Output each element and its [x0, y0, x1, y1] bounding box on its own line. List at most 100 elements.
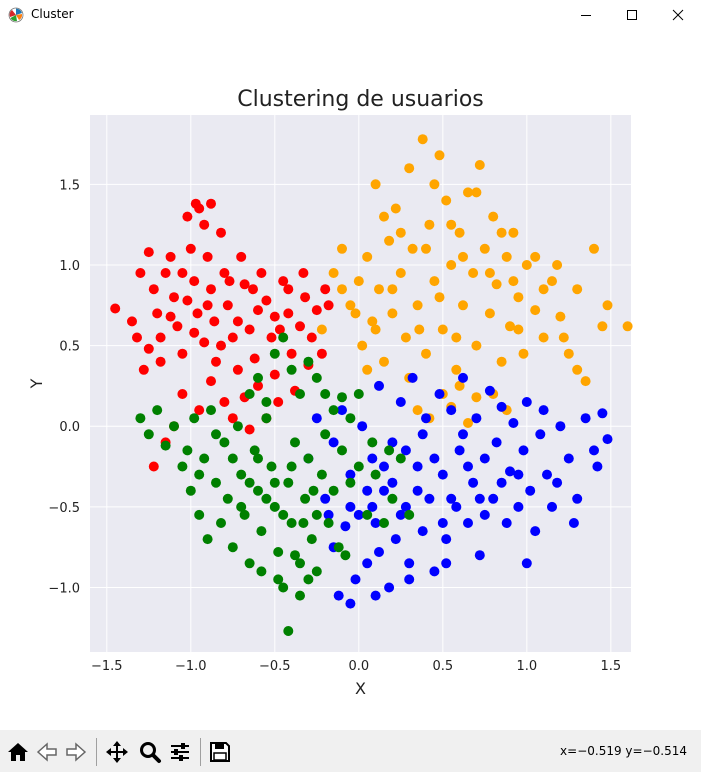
save-button[interactable] [206, 738, 234, 766]
scatter-point [471, 392, 482, 403]
scatter-point [199, 453, 210, 464]
scatter-point [206, 284, 216, 295]
scatter-point [239, 279, 250, 290]
scatter-point [303, 574, 314, 585]
close-icon [672, 9, 684, 21]
scatter-point [471, 340, 482, 351]
home-icon [8, 743, 28, 761]
scatter-point [303, 453, 314, 464]
scatter-point [592, 461, 603, 472]
scatter-point [384, 445, 395, 456]
minimize-button[interactable] [563, 0, 609, 30]
scatter-point [568, 518, 579, 528]
scatter-point [379, 461, 389, 472]
scatter-point [429, 179, 440, 190]
scatter-point [135, 268, 146, 278]
scatter-point [232, 421, 243, 432]
scatter-point [479, 509, 490, 520]
scatter-point [350, 574, 361, 585]
chart-title: Clustering de usuarios [237, 87, 484, 112]
cursor-coordinates: x=−0.519 y=−0.514 [560, 744, 687, 758]
scatter-point [589, 445, 599, 456]
scatter-point [189, 413, 200, 424]
scatter-point [286, 364, 297, 375]
scatter-point [177, 389, 188, 399]
scatter-point [244, 389, 255, 399]
x-tick-label: 0.0 [348, 659, 369, 674]
scatter-point [169, 421, 179, 432]
window-titlebar: Cluster [0, 0, 701, 30]
scatter-point [370, 324, 381, 335]
scatter-point [298, 518, 309, 528]
scatter-point [370, 590, 381, 601]
scatter-point [295, 389, 305, 399]
scatter-point [211, 429, 221, 440]
scatter-point [538, 284, 549, 295]
scatter-point [357, 421, 368, 432]
scatter-point [404, 509, 415, 520]
scatter-point [328, 405, 339, 416]
figure-canvas[interactable]: −1.5 −1.0 −0.5 0.0 0.5 1.0 1.5 −1.0 −0.5 0.0 0.5 1.… [0, 30, 701, 730]
scatter-point [286, 348, 297, 359]
scatter-point [190, 198, 201, 209]
scatter-point [367, 501, 378, 512]
scatter-point [273, 574, 284, 585]
scatter-point [471, 187, 482, 198]
maximize-button[interactable] [609, 0, 655, 30]
grid-lines [90, 115, 631, 652]
x-tick-label: −1.0 [175, 659, 207, 674]
scatter-point [572, 493, 583, 504]
scatter-point [404, 574, 415, 585]
scatter-point [572, 284, 583, 295]
scatter-point [311, 372, 322, 383]
y-tick-label: −1.0 [48, 581, 80, 596]
scatter-point [311, 305, 322, 316]
scatter-point [437, 518, 448, 528]
scatter-point [518, 348, 529, 359]
scatter-point [602, 300, 613, 311]
scatter-point [278, 509, 289, 520]
scatter-point [269, 501, 280, 512]
scatter-point [224, 276, 235, 287]
scatter-point [202, 534, 213, 545]
scatter-point [434, 389, 445, 399]
scatter-point [199, 337, 210, 348]
scatter-point [253, 380, 263, 391]
scatter-point [194, 405, 205, 416]
forward-button[interactable] [62, 738, 90, 766]
scatter-point [350, 308, 361, 319]
x-tick-label: 1.0 [516, 659, 537, 674]
pan-button[interactable] [103, 738, 131, 766]
scatter-point [261, 493, 272, 504]
scatter-point [491, 437, 502, 448]
back-button[interactable] [33, 738, 61, 766]
scatter-point [458, 300, 468, 311]
scatter-point [249, 445, 260, 456]
scatter-point [508, 276, 519, 287]
scatter-point [345, 598, 356, 609]
scatter-point [542, 469, 552, 480]
zoom-button[interactable] [136, 738, 164, 766]
close-button[interactable] [655, 0, 701, 30]
home-button[interactable] [4, 738, 32, 766]
scatter-point [379, 518, 389, 528]
scatter-point [295, 321, 305, 332]
scatter-point [110, 303, 121, 314]
axes-background [90, 115, 631, 652]
configure-subplots-button[interactable] [166, 738, 194, 766]
scatter-point [421, 243, 431, 254]
scatter-point [236, 469, 247, 480]
scatter-point [521, 397, 532, 407]
scatter-point [353, 461, 364, 472]
scatter-point [468, 477, 479, 488]
scatter-point [508, 227, 519, 238]
scatter-point [374, 547, 384, 557]
scatter-point [216, 518, 226, 528]
scatter-point [227, 332, 238, 343]
scatter-point [395, 509, 406, 520]
scatter-point [311, 566, 322, 577]
scatter-point [547, 501, 557, 512]
scatter-point [222, 300, 233, 311]
scatter-point [417, 429, 428, 440]
scatter-point [219, 397, 230, 407]
